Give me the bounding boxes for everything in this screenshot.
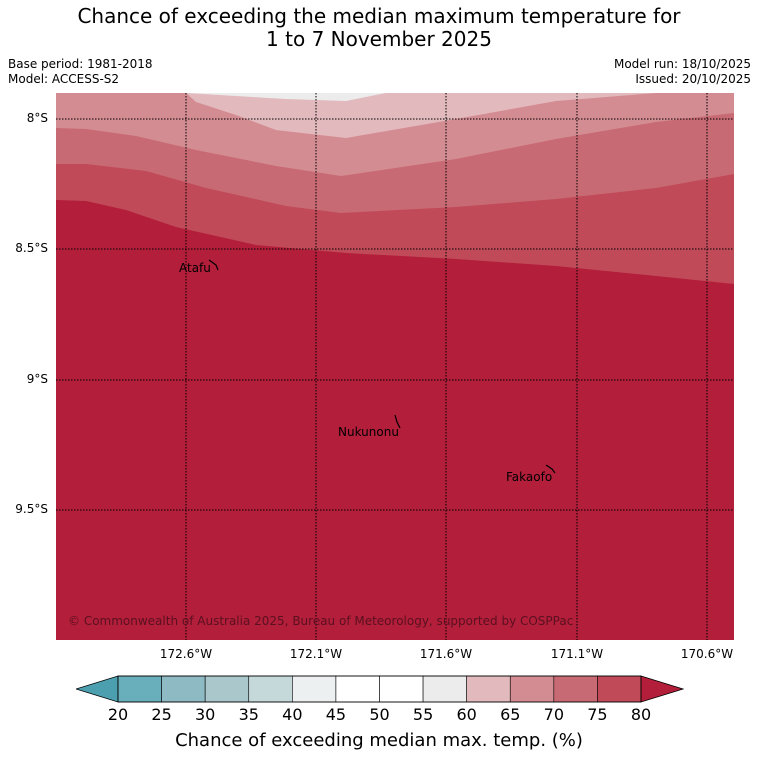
colorbar-segment-55 [422,675,467,703]
colorbar-tick-45: 45 [325,705,347,724]
lat-label-9s: 9°S [26,372,48,386]
colorbar-tick-55: 55 [412,705,434,724]
lon-label-170-6w: 170.6°W [680,647,734,661]
colorbar-segment-35 [248,675,293,703]
issued-date: Issued: 20/10/2025 [635,72,751,86]
colorbar-tick-25: 25 [151,705,172,724]
lon-label-172-1w: 172.1°W [289,647,343,661]
colorbar-frame [117,675,642,703]
contour-layer [56,93,734,640]
lon-label-171-6w: 171.6°W [419,647,473,661]
colorbar-segment-20 [117,675,162,703]
colorbar-tick-20: 20 [107,705,129,724]
band-60-65 [186,93,734,138]
graticule [56,93,734,640]
title-line-2: 1 to 7 November 2025 [266,27,492,51]
model-name: Model: ACCESS-S2 [8,72,120,86]
run-info: Model run: 18/10/2025 Issued: 20/10/2025 [614,57,751,87]
colorbar-segment-75 [597,675,642,703]
lon-label-171-1w: 171.1°W [550,647,604,661]
nukunonu-atoll [394,414,401,429]
colorbar-tick-50: 50 [369,705,390,724]
colorbar-tick-80: 80 [630,705,652,724]
lon-label-172-6w: 172.6°W [159,647,213,661]
colorbar-high-extension [640,675,684,703]
lat-label-8s: 8°S [26,111,48,125]
place-label-atafu: Atafu [179,261,211,275]
copyright-notice: © Commonwealth of Australia 2025, Bureau… [68,614,574,628]
forecast-map: Atafu Nukunonu Fakaofo © Commonwealth of… [56,93,734,640]
colorbar-segment-25 [161,675,206,703]
colorbar-segment-65 [509,675,555,703]
model-run: Model run: 18/10/2025 [613,57,751,71]
band-65-70 [56,93,734,176]
colorbar-tick-65: 65 [500,705,521,724]
colorbar-label: Chance of exceeding median max. temp. (%… [175,730,583,751]
map-title: Chance of exceeding the median maximum t… [0,5,758,51]
colorbar-segment-45 [335,675,380,703]
colorbar-segment-70 [553,675,598,703]
colorbar-segments [117,675,642,703]
lat-label-9-5s: 9.5°S [15,502,48,516]
colorbar-low-extension [76,675,119,703]
colorbar-segment-50 [379,675,424,703]
colorbar-tick-60: 60 [456,705,477,724]
fakaofo-atoll [545,464,556,474]
place-label-fakaofo: Fakaofo [506,470,553,484]
colorbar-segment-60 [466,675,511,703]
base-period: Base period: 1981-2018 [8,57,153,71]
colorbar-tick-35: 35 [238,705,259,724]
model-info: Base period: 1981-2018 Model: ACCESS-S2 [8,57,153,87]
band-55-60 [186,93,386,101]
place-label-nukunonu: Nukunonu [338,425,399,439]
colorbar-segment-30 [204,675,250,703]
colorbar-tick-70: 70 [543,705,565,724]
title-line-1: Chance of exceeding the median maximum t… [77,4,681,28]
colorbar-segment-40 [292,675,337,703]
atafu-atoll [208,259,219,271]
lat-label-8-5s: 8.5°S [15,241,48,255]
colorbar-tick-30: 30 [194,705,216,724]
colorbar [76,675,684,703]
colorbar-tick-40: 40 [282,705,303,724]
colorbar-tick-75: 75 [587,705,608,724]
